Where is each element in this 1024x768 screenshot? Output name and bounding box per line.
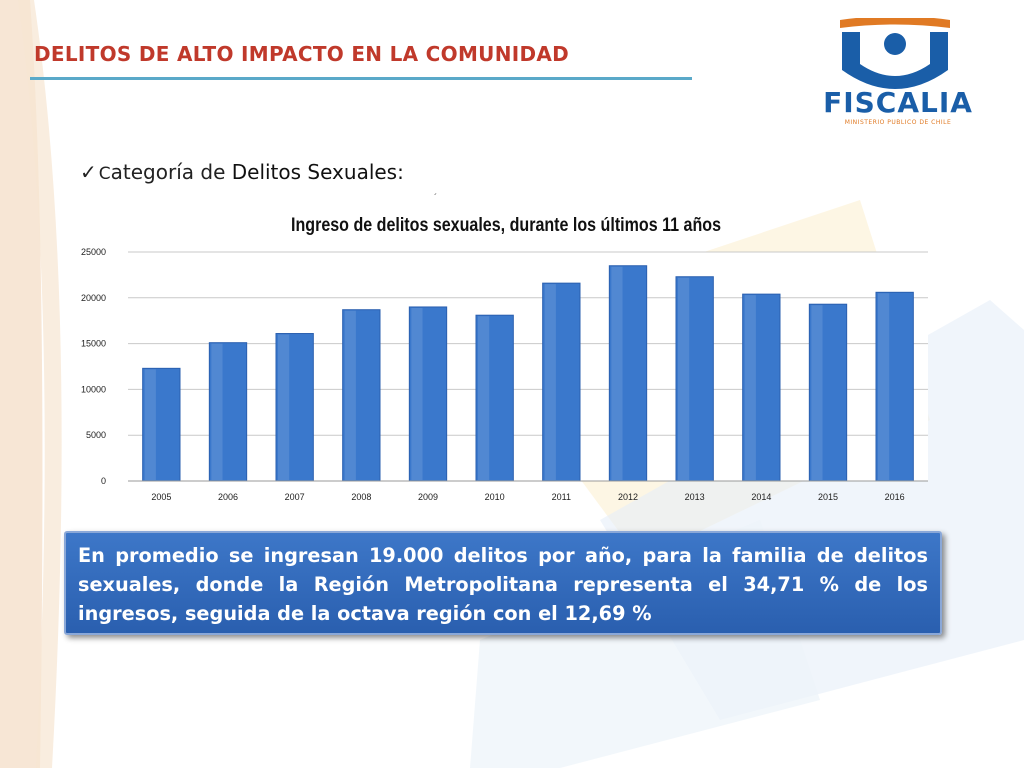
stray-mark: ´ xyxy=(434,193,438,204)
x-tick-label: 2005 xyxy=(151,492,171,502)
logo-name: FISCALIA xyxy=(823,86,973,119)
bar-highlight xyxy=(678,277,690,480)
title-underline xyxy=(30,77,692,80)
plot-area xyxy=(128,252,928,481)
x-tick-label: 2014 xyxy=(751,492,771,502)
bar-chart: Ingreso de delitos sexuales, durante los… xyxy=(81,215,928,502)
x-tick-label: 2010 xyxy=(485,492,505,502)
bar-highlight xyxy=(611,266,623,480)
bar-highlight xyxy=(478,316,490,480)
x-tick-label: 2012 xyxy=(618,492,638,502)
bar-highlight xyxy=(411,307,423,480)
chart-gridlines xyxy=(128,251,928,482)
x-tick-label: 2015 xyxy=(818,492,838,502)
x-tick-label: 2007 xyxy=(285,492,305,502)
bar-2014 xyxy=(742,293,781,482)
bullet-highlight: Delitos Sexuales: xyxy=(231,160,404,184)
x-tick-label: 2009 xyxy=(418,492,438,502)
bar-2013 xyxy=(675,276,714,482)
logo-subtitle: MINISTERIO PUBLICO DE CHILE xyxy=(844,119,952,126)
x-axis-ticks: 2005 2006 2007 2008 2009 2010 2011 2012 2013 2014… xyxy=(128,480,928,502)
summary-callout: En promedio se ingresan 19.000 delitos p… xyxy=(64,531,942,635)
bar-highlight xyxy=(744,295,756,480)
x-tick-label: 2006 xyxy=(218,492,238,502)
x-tick-label: 2013 xyxy=(685,492,705,502)
bar-highlight xyxy=(211,343,223,480)
bar-2012 xyxy=(608,265,648,482)
bar-highlight xyxy=(344,310,356,480)
x-tick-label: 2016 xyxy=(885,492,905,502)
fiscalia-logo xyxy=(840,18,950,89)
x-tick-label: 2008 xyxy=(351,492,371,502)
y-tick-label: 25000 xyxy=(81,247,106,257)
y-tick-label: 15000 xyxy=(81,339,106,349)
y-tick-label: 10000 xyxy=(81,384,106,394)
bar-2016 xyxy=(875,291,914,482)
bar-highlight xyxy=(878,293,890,480)
chart-bars xyxy=(142,265,914,482)
page-title: DELITOS DE ALTO IMPACTO EN LA COMUNIDAD xyxy=(34,42,570,66)
chart-title: Ingreso de delitos sexuales, durante los… xyxy=(291,215,721,236)
bar-highlight xyxy=(544,284,556,480)
bar-2009 xyxy=(408,306,448,482)
y-tick-label: 0 xyxy=(101,476,106,486)
bullet-prefix: ategoría de xyxy=(110,160,232,184)
y-tick-label: 20000 xyxy=(81,293,106,303)
bar-2015 xyxy=(808,303,848,482)
bar-highlight xyxy=(278,334,290,480)
x-tick-label: 2011 xyxy=(552,492,571,502)
bullet-initial: C xyxy=(98,164,111,184)
y-tick-label: 5000 xyxy=(86,430,106,440)
bar-2011 xyxy=(542,282,581,482)
category-bullet: ✓ Categoría de Delitos Sexuales: xyxy=(80,160,404,184)
bar-2007 xyxy=(275,333,314,482)
bar-highlight xyxy=(811,305,823,480)
bar-2008 xyxy=(342,309,381,482)
checkmark-icon: ✓ xyxy=(80,160,97,184)
bar-highlight xyxy=(144,369,156,480)
bar-2010 xyxy=(475,314,514,482)
y-axis-ticks: 0 5000 10000 15000 20000 25000 xyxy=(81,247,106,486)
bar-2005 xyxy=(142,367,181,482)
